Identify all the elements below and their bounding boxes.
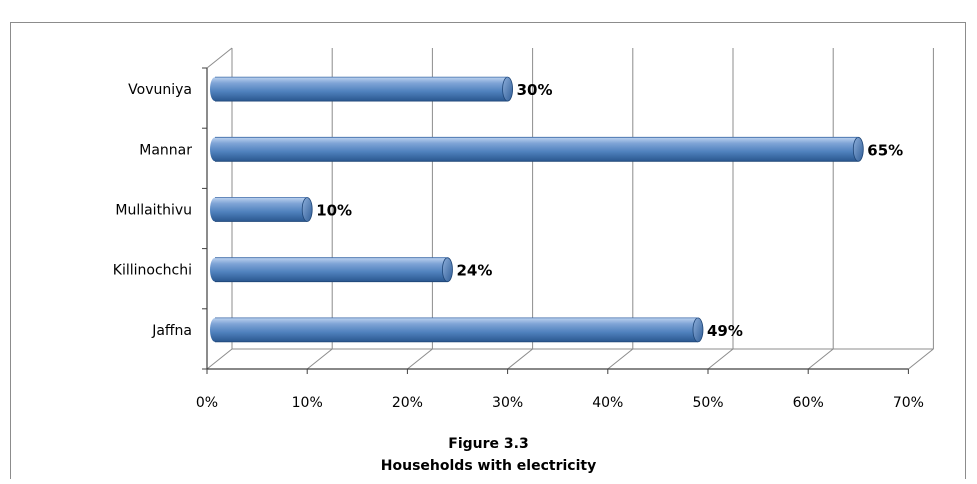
category-label: Mannar — [139, 142, 192, 158]
category-label: Vovuniya — [128, 82, 192, 98]
bar-body — [215, 137, 859, 162]
floor-diagonal-20 — [407, 348, 433, 370]
bar-vovuniya — [210, 76, 514, 102]
x-tick-label: 10% — [292, 395, 323, 411]
bar-mullaithivu — [210, 197, 313, 222]
bars — [210, 76, 864, 343]
x-tick-label: 50% — [692, 395, 723, 411]
value-label: 30% — [517, 81, 553, 99]
value-label: 49% — [707, 322, 743, 340]
bar-body — [215, 77, 508, 102]
bar-end-cap — [852, 136, 864, 162]
value-label: 65% — [867, 141, 903, 159]
x-tick-label: 60% — [793, 395, 824, 411]
x-tick-label: 20% — [392, 395, 423, 411]
figure-number: Figure 3.3 — [448, 436, 529, 452]
bar-body — [215, 257, 448, 282]
floor-diagonal-40 — [607, 348, 634, 370]
bar-body — [215, 317, 698, 342]
bar-start-cap — [210, 77, 220, 102]
floor-diagonal-30 — [507, 348, 533, 370]
x-tick-label: 30% — [492, 395, 523, 411]
category-label: Mullaithivu — [115, 203, 192, 219]
bar-killinochchi — [210, 257, 453, 283]
wall-top-edge — [206, 47, 233, 69]
bar-mannar — [210, 136, 864, 162]
bar-end-cap — [442, 257, 453, 283]
floor-diagonal-70 — [908, 348, 934, 370]
bar-end-cap — [301, 197, 313, 222]
x-tick-label: 40% — [592, 395, 623, 411]
bar-body — [215, 197, 308, 222]
bar-start-cap — [210, 317, 220, 342]
category-label: Jaffna — [151, 323, 192, 339]
bar-jaffna — [210, 317, 704, 343]
x-tick-label: 70% — [893, 395, 924, 411]
floor-diagonal-50 — [707, 348, 734, 370]
x-tick-label: 0% — [196, 395, 218, 411]
value-label: 10% — [316, 202, 352, 220]
bar-start-cap — [210, 257, 220, 282]
bar-end-cap — [502, 76, 514, 102]
value-label: 24% — [456, 262, 492, 280]
labels: 0% 10% 20% 30% 40% 50% 60% 70% Jaffna 49% Killinoc… — [113, 81, 924, 411]
chart-title: Households with electricity — [380, 458, 597, 474]
category-label: Killinochchi — [113, 263, 192, 279]
floor-diagonal-0 — [206, 348, 233, 370]
bar-start-cap — [210, 137, 220, 162]
bar-start-cap — [210, 197, 220, 222]
floor-diagonal-10 — [306, 348, 333, 370]
axes — [202, 47, 934, 374]
bar-end-cap — [692, 317, 704, 343]
floor-diagonal-60 — [807, 348, 834, 370]
